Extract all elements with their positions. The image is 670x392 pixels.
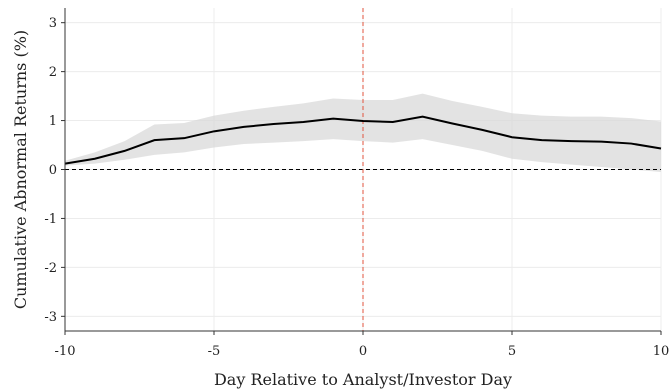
x-tick-label: -10 <box>55 344 76 359</box>
y-tick-label: -3 <box>44 310 57 325</box>
x-tick-label: 5 <box>508 344 516 359</box>
y-tick-label: -2 <box>44 261 57 276</box>
y-tick-label: 1 <box>49 114 57 129</box>
y-tick-label: 3 <box>49 16 57 31</box>
y-tick-label: 0 <box>49 163 57 178</box>
x-axis-title: Day Relative to Analyst/Investor Day <box>214 370 512 389</box>
series-lines <box>64 115 662 165</box>
x-tick-label: -5 <box>208 344 221 359</box>
y-tick-label: 2 <box>49 65 57 80</box>
y-tick-label: -1 <box>44 212 57 227</box>
confidence-band-area <box>65 93 661 172</box>
y-axis-title: Cumulative Abnormal Returns (%) <box>11 30 30 309</box>
x-tick-label: 10 <box>653 344 670 359</box>
confidence-band <box>65 93 661 172</box>
reference-lines <box>65 8 661 331</box>
x-tick-label: 0 <box>359 344 367 359</box>
